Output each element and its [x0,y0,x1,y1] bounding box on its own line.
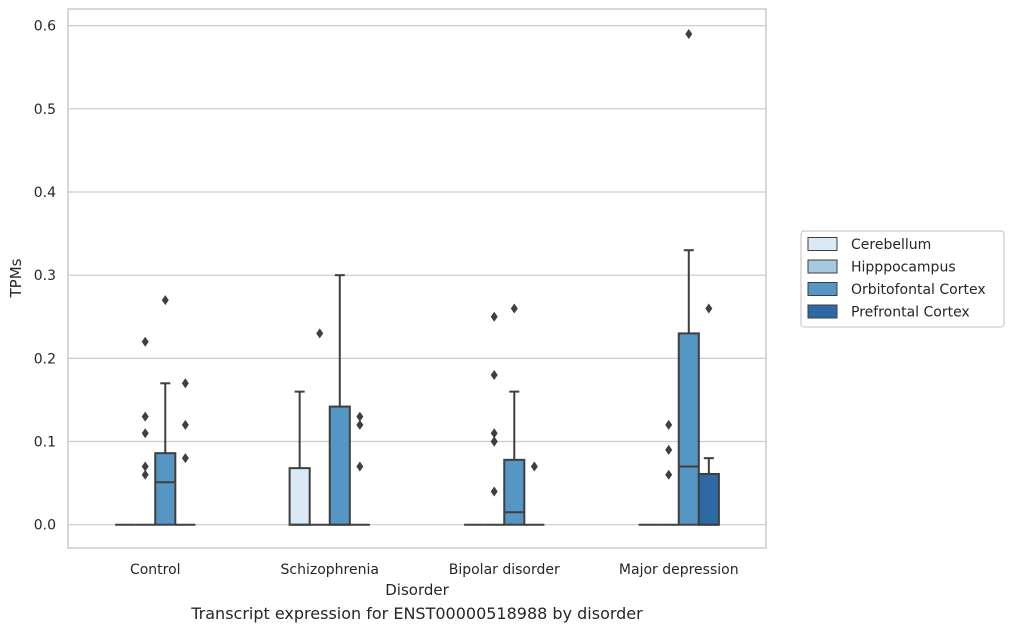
chart-caption: Transcript expression for ENST0000051898… [191,604,643,623]
box-group [328,274,351,526]
x-tick-label: Schizophrenia [281,562,379,578]
y-tick-label: 0.2 [34,351,56,367]
outlier-point [490,486,498,497]
outlier-point [685,28,693,39]
legend-swatch [807,282,838,296]
plot-area [115,28,720,526]
x-tick-label: Control [130,562,181,578]
outlier-point [510,303,518,314]
legend-swatch [807,259,838,274]
y-tick-label: 0.6 [34,19,56,35]
box-group [484,311,505,526]
outlier-point [356,419,364,430]
outlier-point [141,428,149,439]
outlier-point [356,461,364,472]
legend: Cerebellum Hipppocampus Orbitofontal Corte… [800,230,1005,328]
box [677,332,700,526]
box-group [175,378,196,526]
legend-label: Prefrontal Cortex [851,305,970,321]
grid-lines [68,25,766,526]
outlier-point [665,419,673,430]
plot-frame [67,8,767,549]
outlier-point [141,336,149,347]
box-group [503,303,526,526]
legend-swatch [807,237,838,251]
box [328,405,351,526]
outlier-point [665,444,673,455]
outlier-point [316,328,324,339]
box-group [524,461,545,526]
x-axis-label: Disorder [385,581,449,599]
outlier-point [490,436,498,447]
y-tick-label: 0.1 [34,435,56,451]
outlier-point [141,461,149,472]
outlier-point [356,411,364,422]
y-axis-label: TPMs [7,258,25,298]
outlier-point [161,295,169,306]
outlier-point [181,378,189,389]
y-tick-label: 0.5 [34,102,56,118]
box-group [288,390,311,526]
box-group [349,411,370,526]
y-tick-label: 0.4 [34,185,56,201]
y-axis-ticks: 0.0 0.1 0.2 0.3 0.4 0.5 0.6 [34,19,56,534]
outlier-point [141,411,149,422]
box-group [658,419,679,526]
outlier-point [141,469,149,480]
legend-label: Hipppocampus [851,260,956,276]
box-group [154,295,177,526]
x-tick-label: Major depression [619,562,739,578]
x-axis-ticks: Control Schizophrenia Bipolar disorder Majo… [130,562,739,578]
box-group [677,28,700,526]
box [503,458,526,526]
outlier-point [490,428,498,439]
outlier-point [490,369,498,380]
box [154,452,177,526]
outlier-point [705,303,713,314]
outlier-point [490,311,498,322]
box-group [135,336,156,526]
box [697,472,720,526]
legend-label: Orbitofontal Cortex [851,282,986,298]
box [288,467,311,526]
y-tick-label: 0.3 [34,268,56,284]
legend-frame [800,230,1005,328]
legend-swatch [807,304,838,319]
outlier-point [530,461,538,472]
x-tick-label: Bipolar disorder [449,562,560,578]
outlier-point [181,419,189,430]
outlier-point [181,453,189,464]
box-group [309,328,330,526]
y-tick-label: 0.0 [34,518,56,534]
box-group [697,303,720,526]
outlier-point [665,469,673,480]
legend-label: Cerebellum [851,237,931,253]
